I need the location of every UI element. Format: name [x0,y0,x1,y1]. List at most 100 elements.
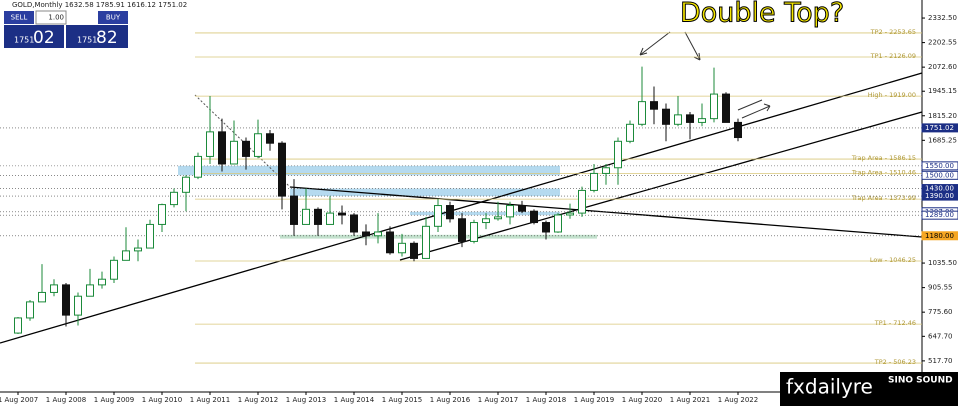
price-tag-label: 1550.00 [925,162,954,170]
sell-label[interactable]: SELL [11,14,28,22]
candle-body [50,284,58,293]
y-tick-label: 517.70 [928,357,953,365]
buy-button[interactable] [98,11,128,24]
x-tick-label: 1 Aug 2020 [622,396,662,404]
candle-body [506,205,514,218]
candle-body [98,278,106,286]
x-tick-label: 1 Aug 2022 [718,396,758,404]
candle-body [362,231,370,237]
candle-body [470,222,478,242]
y-tick-label: 1945.15 [928,87,957,95]
candle-body [554,214,562,233]
candle-body [62,284,70,316]
y-tick-label: 1685.25 [928,136,957,144]
candle-body [338,212,346,216]
candle-body [158,204,166,225]
sell-price-box[interactable] [4,25,64,48]
level-label: TP1 - 712.46 [874,319,916,327]
candle-body [434,205,442,227]
candle-body [638,101,646,125]
candle-body [662,108,670,125]
x-tick-label: 1 Aug 2011 [190,396,230,404]
trend-line [0,72,923,344]
level-label: Trap Area - 1373.99 [851,194,916,202]
candle-body [530,210,538,224]
candle-body [410,242,418,259]
candle-body [302,208,310,225]
candle-body [314,208,322,225]
level-label: TP1 - 2126.09 [870,52,916,60]
trend-line [399,111,923,261]
price-tag [921,210,958,220]
candle-body [686,114,694,123]
candle-body [206,131,214,157]
logo: SINO SOUND [888,376,953,386]
candle-body [518,205,526,212]
sell-button[interactable] [4,11,34,24]
candle-body [458,218,466,242]
candle-body [578,189,586,214]
chart-header: GOLD,Monthly 1632.58 1785.91 1616.12 175… [12,1,187,9]
candle-body [122,250,130,261]
y-tick-label: 905.55 [928,284,953,292]
x-tick-label: 1 Aug 2017 [478,396,518,404]
candle-body [38,291,46,303]
zone [290,188,560,197]
level-label: TP2 - 506.23 [874,358,916,366]
buy-price-box[interactable] [66,25,128,48]
lot-value: 1.00 [48,14,64,22]
arrows [639,31,771,119]
buy-label[interactable]: BUY [106,14,121,22]
candle-body [398,242,406,254]
candle-body [542,222,550,233]
candle-body [710,93,718,120]
candle-body [446,205,454,220]
candle-body [278,142,286,197]
candle-body [170,191,178,206]
price-tag [921,191,958,201]
x-tick-label: 1 Aug 2014 [334,396,375,404]
candle-body [230,140,238,165]
candle-body [218,131,226,165]
y-tick-label: 1815.20 [928,112,957,120]
candle-body [734,121,742,139]
y-tick-label: 2332.50 [928,14,957,22]
zone [280,234,597,239]
candle-body [266,133,274,144]
candle-body [722,93,730,123]
annotation: Double Top? [680,0,844,29]
y-tick-label: 2202.55 [928,39,957,47]
candle-body [422,225,430,259]
x-tick-label: 1 Aug 2015 [382,396,422,404]
candle-body [74,295,82,316]
price-tag-label: 1751.02 [925,124,954,132]
x-tick-label: 1 Aug 2010 [142,396,182,404]
candle-body [482,218,490,224]
candle-body [254,133,262,157]
level-label: High - 1919.00 [868,91,916,99]
x-tick-label: 1 Aug 2018 [526,396,566,404]
price-tag-label: 1500.00 [925,171,954,179]
y-tick-label: 1035.50 [928,259,957,267]
candle-body [146,223,154,249]
candle-body [590,172,598,191]
candle-body [650,101,658,110]
y-tick-label: 647.70 [928,332,953,340]
candle-body [494,216,502,220]
x-tick-label: 1 Aug 2009 [94,396,134,404]
buy-price: 1751 [77,36,97,45]
x-tick-label: 1 Aug 2016 [430,396,471,404]
x-tick-label: 1 Aug 2012 [238,396,278,404]
price-tag [921,231,958,241]
candle-body [674,114,682,125]
zone [178,165,560,176]
lot-input[interactable] [35,10,67,25]
buy-price-pips: 82 [96,28,118,48]
level-label: Trap Area - 1510.46 [851,168,916,176]
candle-body [134,247,142,252]
watermark-bg [780,372,958,406]
x-tick-label: 1 Aug 2021 [670,396,710,404]
level-label: TP2 - 2253.65 [870,28,916,36]
price-tag [921,123,958,133]
